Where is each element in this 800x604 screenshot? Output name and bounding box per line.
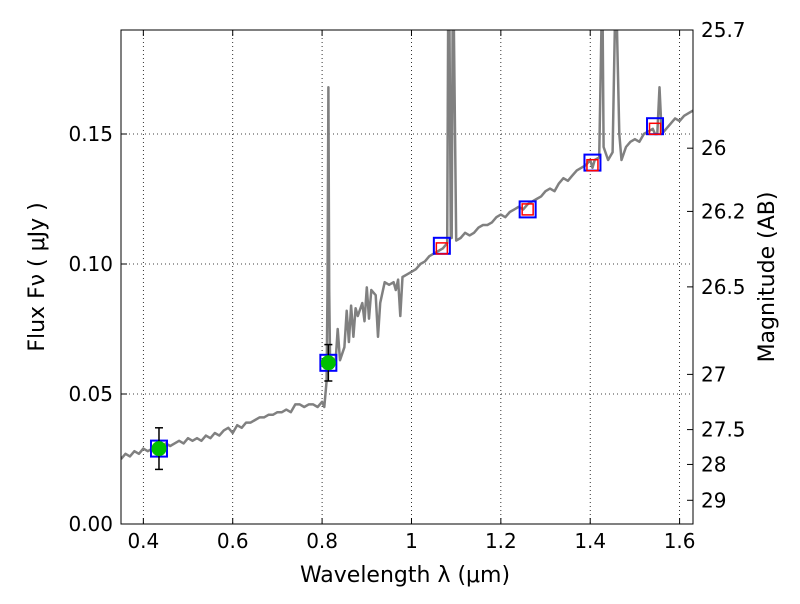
x-tick-label: 1.4 <box>574 529 606 553</box>
y-axis-label-right: Magnitude (AB) <box>755 192 780 363</box>
mag-tick-label: 28 <box>701 452 726 476</box>
x-tick-label: 0.8 <box>306 529 338 553</box>
y-axis-label: Flux Fν ( μJy ) <box>25 202 50 351</box>
spectrum-layer <box>121 30 693 460</box>
ticks: 0.4 0.6 0.8 1 1.2 1.4 1.6 0.00 0.05 0.10 0.15 25.7 2… <box>68 18 745 553</box>
observed-point <box>151 441 167 457</box>
observed-point <box>320 355 336 371</box>
mag-tick-label: 26.5 <box>701 275 746 299</box>
model-square-red <box>648 122 662 136</box>
model-square-red <box>521 203 534 216</box>
mag-tick-label: 29 <box>701 488 726 512</box>
spectrum-line <box>121 30 693 460</box>
marker-layer <box>149 117 665 471</box>
mag-tick-label: 26 <box>701 136 726 160</box>
y-tick-label: 0.00 <box>68 512 113 536</box>
x-axis-label: Wavelength λ (μm) <box>300 563 510 588</box>
mag-tick-label: 27.5 <box>701 418 746 442</box>
mag-tick-label: 27 <box>701 362 726 386</box>
y-tick-label: 0.15 <box>68 122 113 146</box>
mag-tick-label: 25.7 <box>701 18 746 42</box>
x-tick-label: 1 <box>405 529 418 553</box>
x-tick-label: 1.6 <box>664 529 696 553</box>
plot-frame <box>120 29 694 525</box>
mag-tick-label: 26.2 <box>701 199 746 223</box>
model-square-blue <box>518 200 537 219</box>
y-tick-label: 0.10 <box>68 252 113 276</box>
grid <box>121 30 693 524</box>
model-square-red <box>435 242 449 255</box>
y-tick-label: 0.05 <box>68 382 113 406</box>
x-tick-label: 1.2 <box>485 529 517 553</box>
x-tick-label: 0.6 <box>217 529 249 553</box>
model-square-red <box>586 158 599 172</box>
x-tick-label: 0.4 <box>127 529 159 553</box>
